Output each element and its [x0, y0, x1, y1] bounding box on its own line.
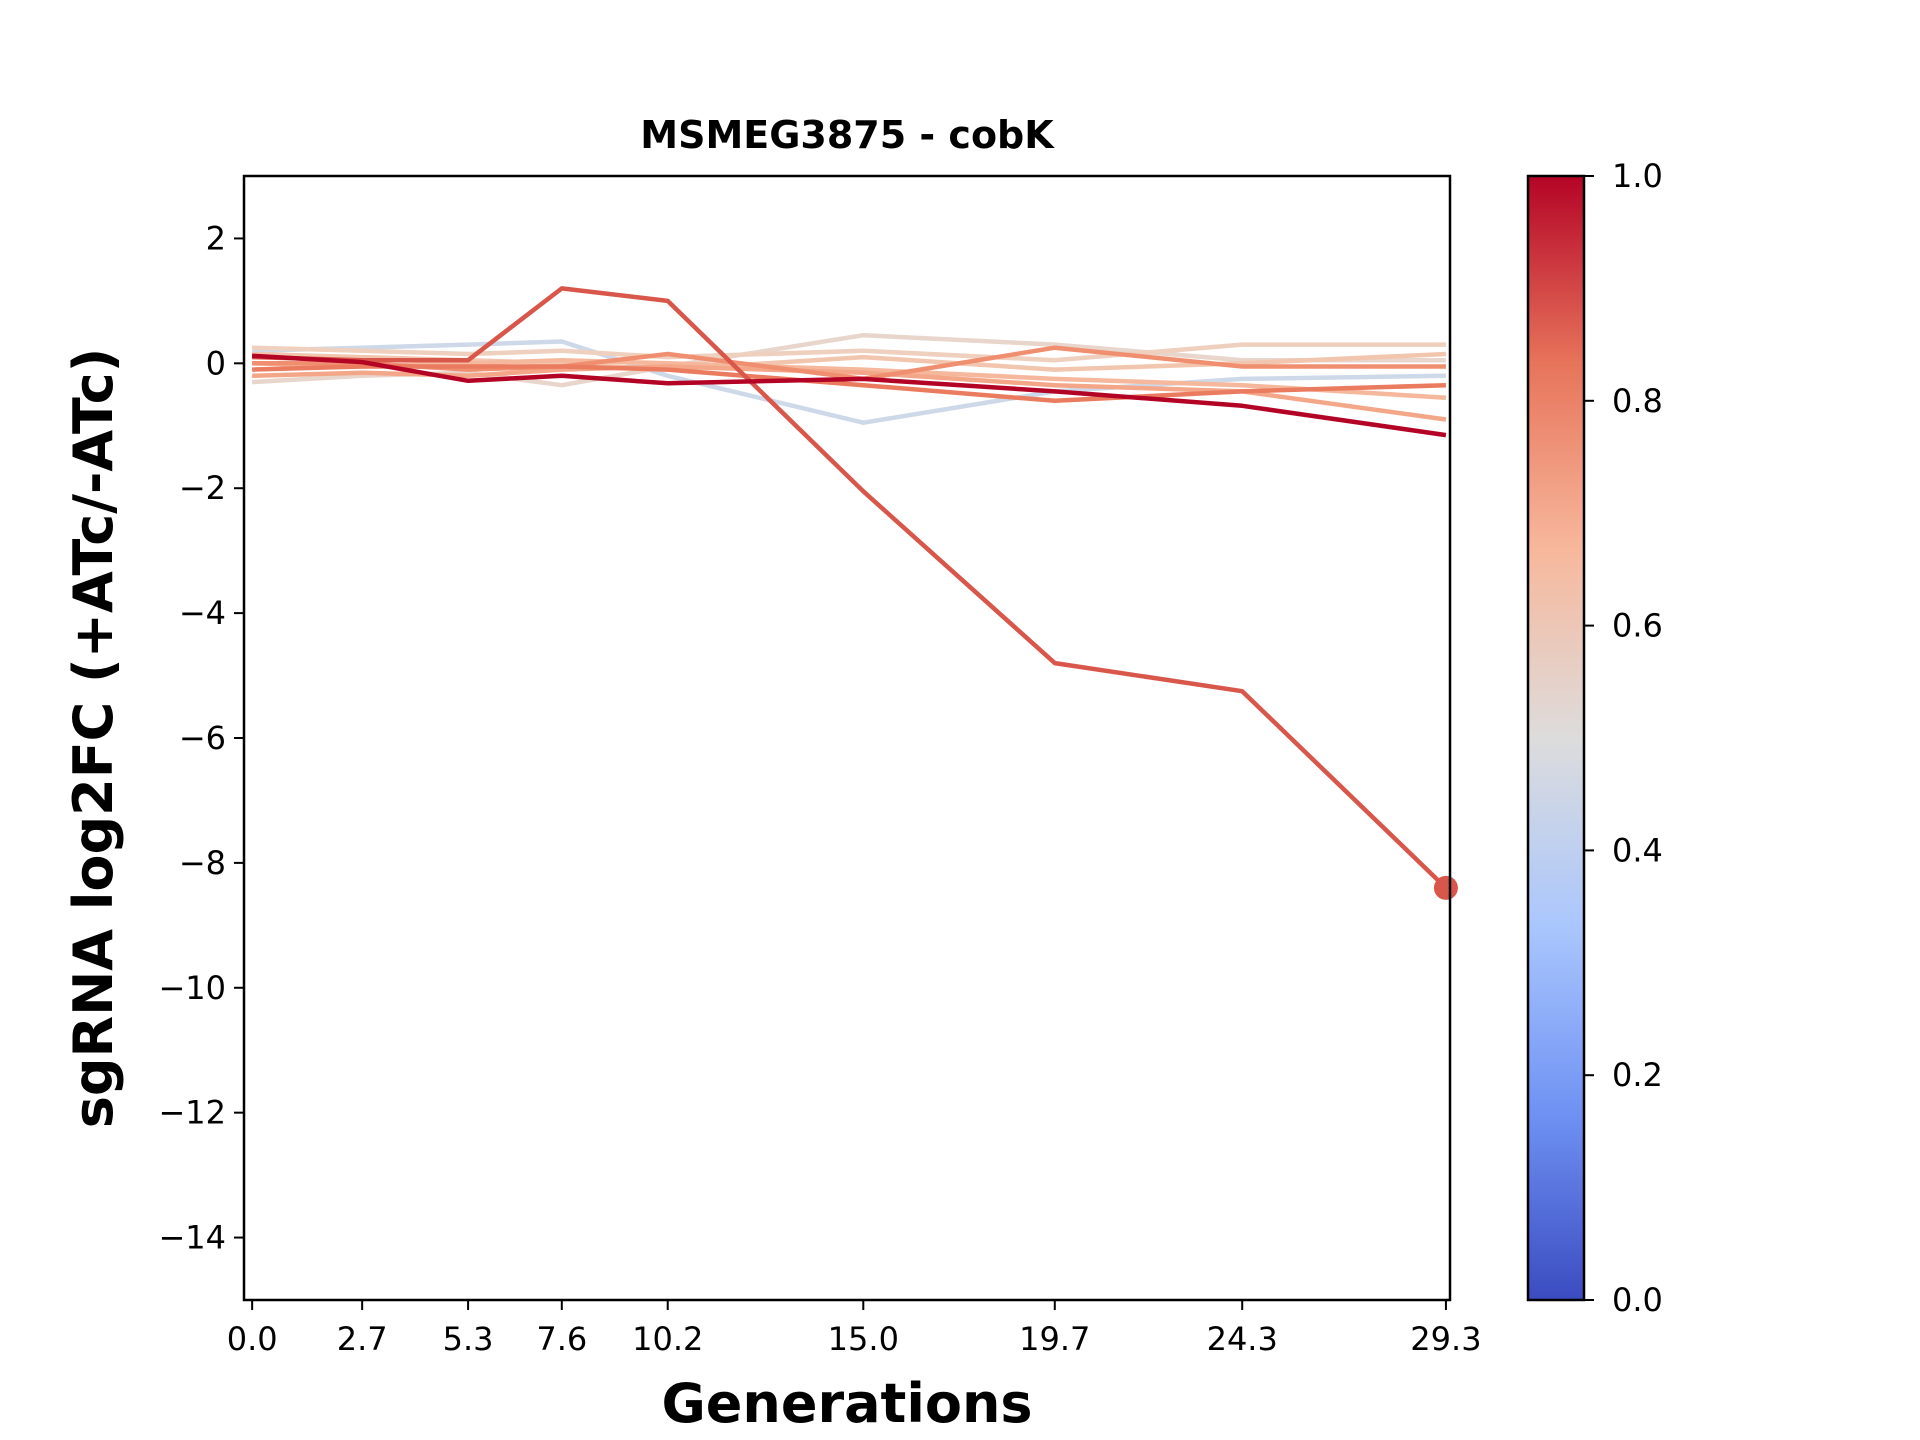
- y-tick-label: −14: [158, 1219, 226, 1257]
- marker-layer: [1433, 875, 1458, 900]
- y-tick-label: −10: [158, 969, 226, 1007]
- y-tick-label: −2: [179, 469, 226, 507]
- colorbar-tick-label: 0.0: [1612, 1281, 1663, 1319]
- y-tick-label: 2: [206, 219, 226, 257]
- colorbar-ticks: 0.0 0.2 0.4 0.6 0.8 1.0: [1584, 157, 1663, 1319]
- x-tick-label: 24.3: [1207, 1320, 1278, 1358]
- x-axis-label: Generations: [661, 1372, 1032, 1435]
- colorbar-tick-label: 0.6: [1612, 607, 1663, 645]
- colorbar-tick-label: 1.0: [1612, 157, 1663, 195]
- x-tick-label: 15.0: [828, 1320, 899, 1358]
- x-tick-label: 0.0: [227, 1320, 278, 1358]
- x-tick-label: 2.7: [337, 1320, 388, 1358]
- colorbar-tick-label: 0.2: [1612, 1056, 1663, 1094]
- x-tick-label: 5.3: [443, 1320, 494, 1358]
- x-axis-ticks: 0.0 2.7 5.3 7.6 10.2 15.0 19.7 24.3 29.3: [227, 1300, 1482, 1358]
- y-tick-label: −6: [179, 719, 226, 757]
- x-tick-label: 19.7: [1019, 1320, 1090, 1358]
- x-tick-label: 7.6: [536, 1320, 587, 1358]
- series-line-9: [252, 286, 1448, 890]
- series-end-marker: [1433, 875, 1458, 900]
- series-line-3: [252, 342, 1446, 363]
- chart-title: MSMEG3875 - cobK: [640, 113, 1055, 157]
- x-tick-label: 29.3: [1410, 1320, 1481, 1358]
- y-tick-label: −4: [179, 594, 226, 632]
- y-tick-label: −8: [179, 844, 226, 882]
- colorbar-tick-label: 0.4: [1612, 831, 1663, 869]
- x-tick-label: 10.2: [632, 1320, 703, 1358]
- y-tick-label: −12: [158, 1094, 226, 1132]
- y-axis-ticks: 2 0 −2 −4 −6 −8 −10 −12 −14: [158, 219, 244, 1257]
- y-axis-label: sgRNA log2FC (+ATc/-ATc): [62, 348, 125, 1129]
- colorbar-tick-label: 0.8: [1612, 382, 1663, 420]
- series-layer: [251, 286, 1448, 890]
- colorbar: [1526, 174, 1586, 1302]
- series-line-6: [252, 364, 1447, 422]
- series-line-10: [251, 353, 1447, 438]
- y-tick-label: 0: [206, 344, 226, 382]
